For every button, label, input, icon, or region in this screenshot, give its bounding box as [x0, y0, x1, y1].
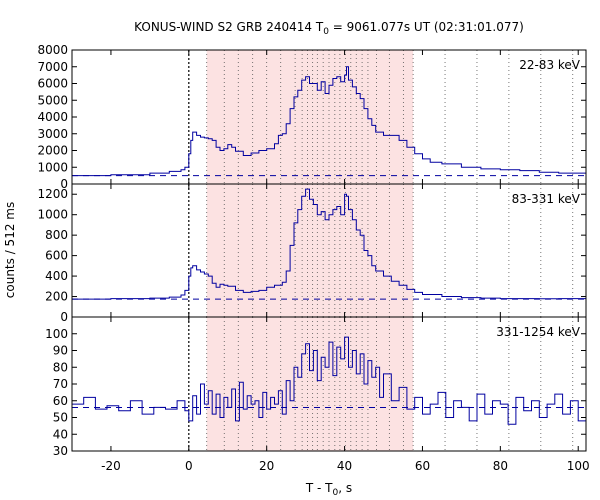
y-tick-label: 100 — [45, 327, 68, 341]
y-tick-label: 1000 — [37, 208, 68, 222]
y-tick-label: 1200 — [37, 187, 68, 201]
x-tick-label: -20 — [101, 459, 121, 473]
y-tick-label: 0 — [60, 310, 68, 324]
y-tick-label: 1000 — [37, 160, 68, 174]
light-curve-series — [72, 66, 587, 177]
x-tick-label: 0 — [185, 459, 193, 473]
y-tick-label: 3000 — [37, 127, 68, 141]
y-tick-label: 8000 — [37, 43, 68, 57]
y-tick-label: 0 — [60, 177, 68, 191]
y-tick-label: 200 — [45, 290, 68, 304]
y-tick-label: 600 — [45, 249, 68, 263]
shaded-interval — [206, 50, 414, 184]
y-tick-label: 6000 — [37, 77, 68, 91]
y-tick-label: 70 — [53, 377, 68, 391]
y-axis-label: counts / 512 ms — [3, 202, 17, 298]
shaded-interval — [206, 317, 414, 451]
x-tick-label: 60 — [415, 459, 430, 473]
y-tick-label: 60 — [53, 394, 68, 408]
x-tick-label: 20 — [259, 459, 274, 473]
y-tick-label: 90 — [53, 344, 68, 358]
energy-band-label: 22-83 keV — [519, 58, 581, 72]
y-tick-label: 2000 — [37, 144, 68, 158]
shaded-interval — [206, 184, 414, 317]
y-tick-label: 5000 — [37, 93, 68, 107]
y-tick-label: 80 — [53, 360, 68, 374]
y-tick-label: 30 — [53, 444, 68, 458]
light-curve-series — [72, 188, 587, 300]
y-tick-label: 800 — [45, 228, 68, 242]
x-axis-label: T - T0, s — [305, 481, 352, 498]
panel-mid-energy: 0 200 400 600 800 1000 1200 83-331 keV — [37, 183, 587, 324]
x-tick-label: 40 — [337, 459, 352, 473]
energy-band-label: 83-331 keV — [512, 192, 581, 206]
x-tick-label: 80 — [493, 459, 508, 473]
panel-high-energy: 30 40 50 60 70 80 90 100 -20 0 20 40 60 80 100 331-1254… — [45, 316, 590, 473]
x-tick-label: 100 — [567, 459, 590, 473]
y-tick-label: 50 — [53, 411, 68, 425]
panel-low-energy: 0 1000 2000 3000 4000 5000 6000 7000 8000 22-83 k… — [37, 43, 587, 191]
figure-title: KONUS-WIND S2 GRB 240414 T0 = 9061.077s … — [134, 20, 524, 37]
y-tick-label: 400 — [45, 269, 68, 283]
energy-band-label: 331-1254 keV — [496, 325, 580, 339]
y-tick-label: 7000 — [37, 60, 68, 74]
y-tick-label: 4000 — [37, 110, 68, 124]
light-curve-series — [72, 336, 587, 425]
y-tick-label: 40 — [53, 427, 68, 441]
